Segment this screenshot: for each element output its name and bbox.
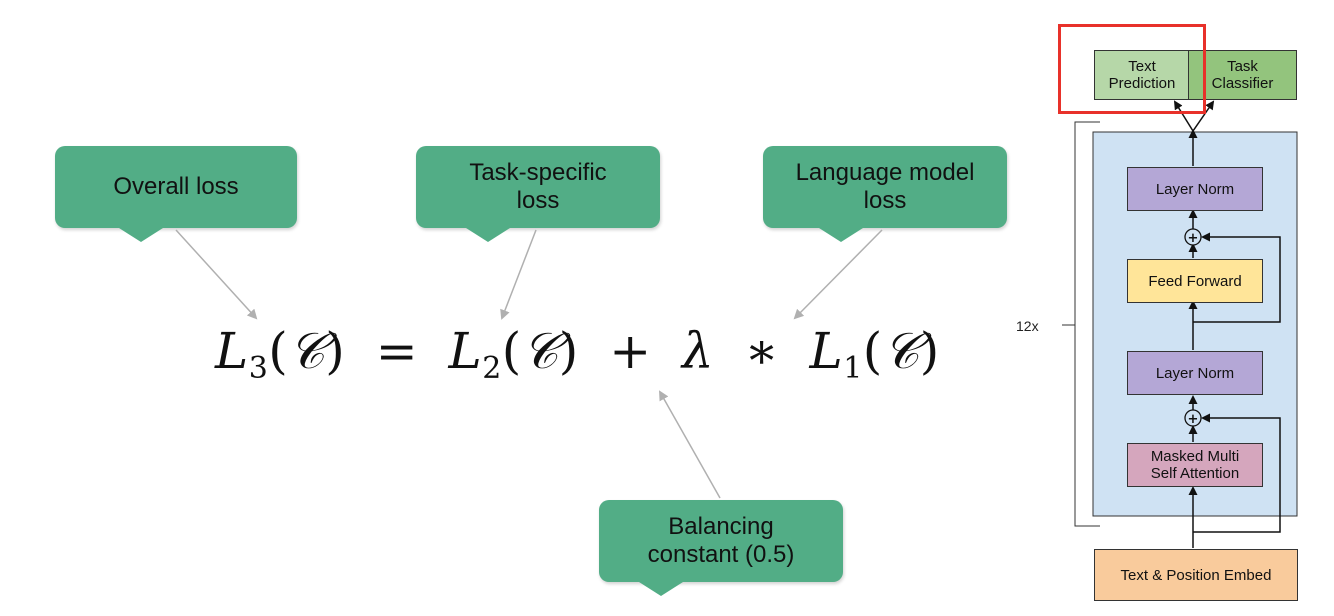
text-prediction-head: Text Prediction: [1094, 50, 1190, 100]
block-label: Task: [1227, 58, 1258, 75]
formula-paren: (: [268, 322, 289, 380]
formula-lambda: λ: [682, 322, 715, 380]
formula-times: ∗: [744, 322, 780, 380]
add-node-symbol: +: [1188, 412, 1199, 427]
text-position-embed-block: Text & Position Embed: [1094, 549, 1298, 601]
formula-term1-subscript: 2: [482, 351, 502, 386]
block-label: Text: [1128, 58, 1156, 75]
layer-norm-top: Layer Norm: [1127, 167, 1263, 211]
repeat-bracket: [1074, 121, 1100, 527]
balancing-arrow: [659, 390, 721, 499]
head-arrow: [1173, 100, 1194, 132]
formula-paren: ): [558, 322, 579, 380]
formula-paren: (: [501, 322, 522, 380]
layer-norm-bottom: Layer Norm: [1127, 351, 1263, 395]
loss-formula: L3(𝒞) = L2(𝒞) + λ ∗ L1(𝒞): [215, 322, 940, 386]
formula-equals: =: [375, 322, 419, 380]
formula-term2-subscript: 1: [843, 351, 863, 386]
callout-tail: [466, 228, 510, 242]
callout-text: constant (0.5): [647, 541, 795, 568]
lm-loss-arrow: [793, 229, 883, 320]
feed-forward-block: Feed Forward: [1127, 259, 1263, 303]
block-label: Masked Multi: [1150, 448, 1240, 465]
formula-paren: ): [325, 322, 346, 380]
block-label: Layer Norm: [1155, 180, 1235, 198]
head-arrow: [1192, 100, 1215, 132]
block-label: Self Attention: [1150, 465, 1240, 482]
formula-lhs-symbol: L: [215, 322, 249, 380]
add-node: [1184, 228, 1202, 246]
add-node: [1184, 409, 1202, 427]
overall-loss-callout: Overall loss: [55, 146, 297, 242]
callout-tail: [119, 228, 163, 242]
task-specific-loss-callout: Task-specific loss: [416, 146, 660, 242]
callout-text: Balancing: [668, 513, 774, 540]
masked-self-attention-block: Masked Multi Self Attention: [1127, 443, 1263, 487]
add-node-symbol: +: [1188, 231, 1199, 246]
block-label: Classifier: [1211, 75, 1274, 92]
callout-text: Overall loss: [113, 173, 239, 200]
balancing-constant-callout: Balancing constant (0.5): [599, 500, 843, 596]
block-label: Prediction: [1108, 75, 1176, 92]
callout-text: Language model: [795, 159, 975, 186]
repeat-label: 12x: [1016, 318, 1039, 334]
residual-connection: [1193, 413, 1281, 533]
overall-loss-arrow: [175, 229, 258, 320]
block-label: Text & Position Embed: [1120, 566, 1272, 584]
formula-corpus: 𝒞: [882, 323, 920, 379]
formula-term1-symbol: L: [448, 322, 483, 380]
highlight-box: [1058, 24, 1206, 114]
formula-paren: ): [919, 322, 940, 380]
formula-paren: (: [862, 322, 883, 380]
callout-tail: [639, 582, 683, 596]
callout-text: Task-specific: [469, 159, 607, 186]
callout-text: loss: [863, 187, 907, 214]
language-model-loss-callout: Language model loss: [763, 146, 1007, 242]
block-label: Layer Norm: [1155, 364, 1235, 382]
block-label: Feed Forward: [1148, 272, 1242, 290]
formula-corpus: 𝒞: [288, 323, 326, 379]
callout-tail: [819, 228, 863, 242]
callout-text: loss: [516, 187, 560, 214]
residual-connection: [1193, 232, 1281, 323]
formula-corpus: 𝒞: [521, 323, 559, 379]
formula-term2-symbol: L: [809, 322, 844, 380]
formula-plus: +: [609, 322, 652, 380]
task-classifier-head: Task Classifier: [1188, 50, 1297, 100]
task-loss-arrow: [500, 229, 537, 320]
formula-lhs-subscript: 3: [248, 351, 269, 386]
